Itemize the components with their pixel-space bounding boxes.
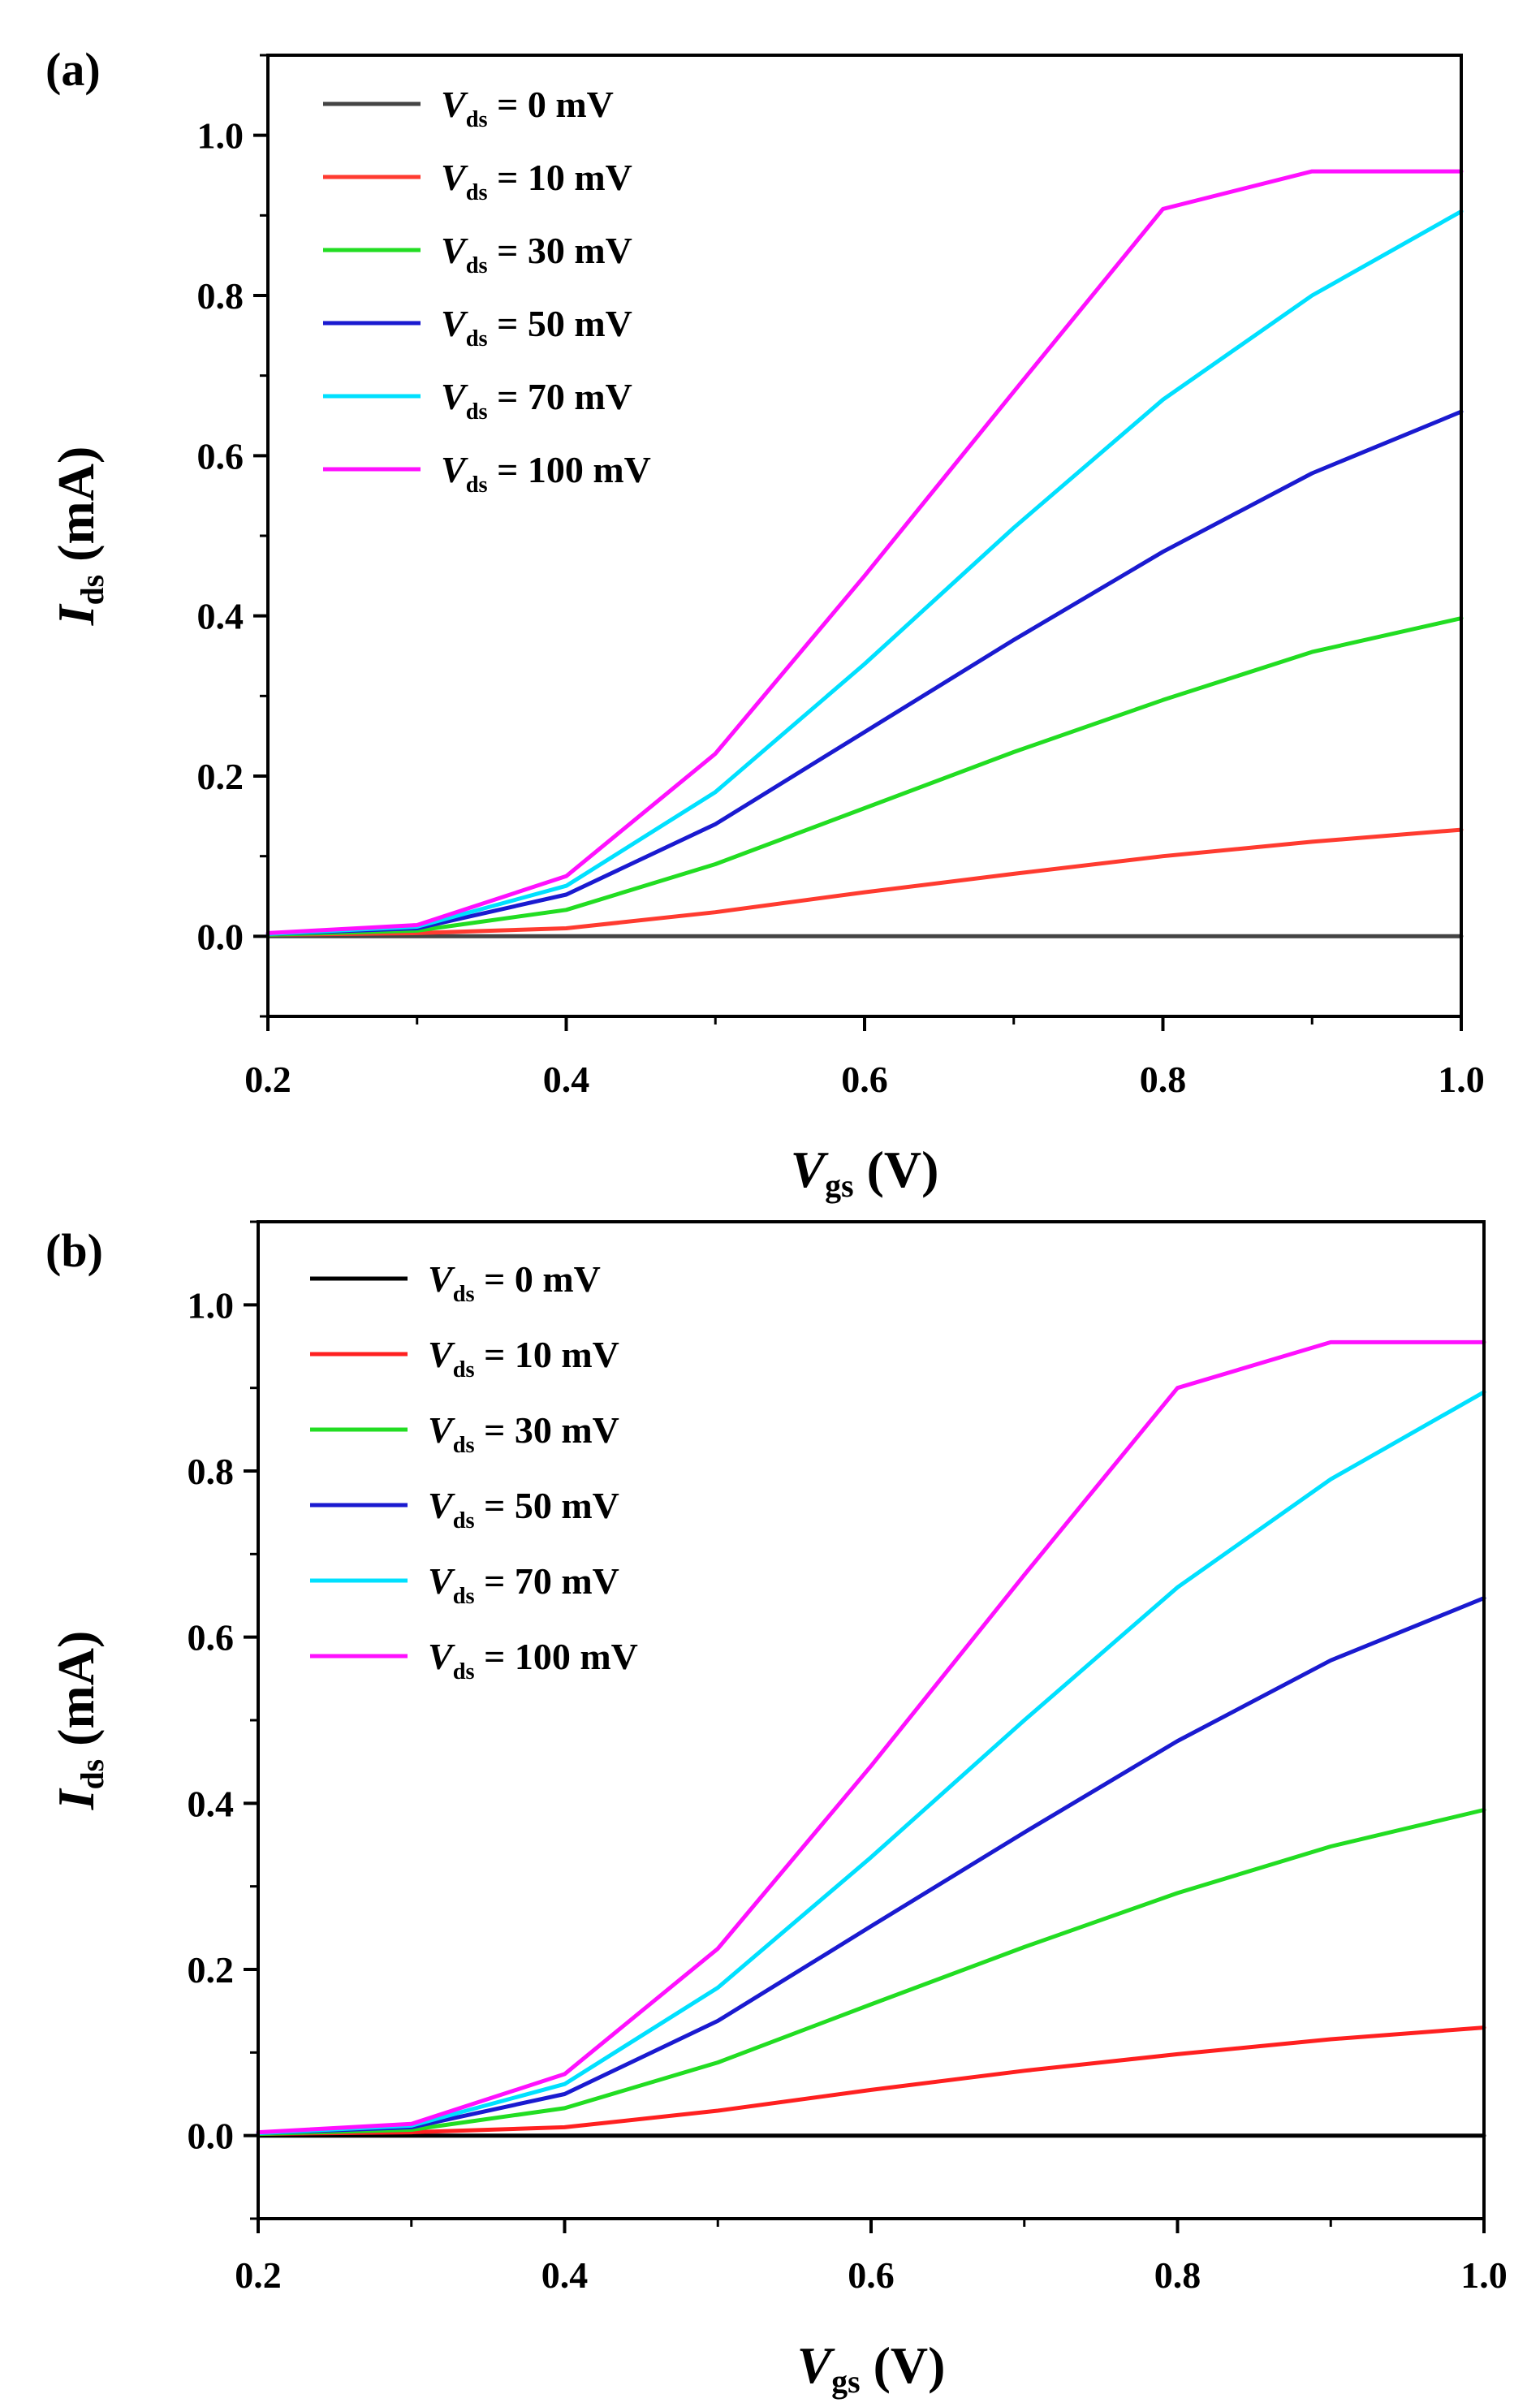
legend-entry: Vds = 100 mV: [441, 449, 651, 498]
y-tick-label: 0.4: [197, 596, 244, 637]
y-tick-label: 0.2: [188, 1949, 235, 1991]
y-tick-label: 0.8: [188, 1451, 235, 1492]
x-tick-label: 0.2: [235, 2254, 282, 2296]
y-tick-label: 1.0: [197, 115, 244, 157]
y-axis-title: Ids (mA): [47, 446, 110, 627]
y-tick-label: 0.4: [188, 1783, 235, 1824]
x-tick-label: 1.0: [1460, 2254, 1508, 2296]
legend-entry: Vds = 0 mV: [428, 1258, 601, 1307]
series-line-70-mv: [256, 1390, 1486, 2136]
x-axis-title: Vgs (V): [791, 1141, 939, 1204]
x-tick-label: 0.4: [541, 2254, 589, 2296]
legend-entry: Vds = 100 mV: [428, 1636, 638, 1684]
legend-entry: Vds = 0 mV: [441, 84, 614, 132]
legend: Vds = 0 mV Vds = 10 mV Vds = 30 mV Vds = 50…: [323, 84, 651, 498]
legend-entry: Vds = 30 mV: [441, 230, 632, 278]
series-line-100-mv: [256, 1339, 1486, 2135]
y-tick-label: 0.6: [197, 435, 244, 477]
chart-panel-b: 0.0 0.2 0.4 0.6 0.8 1.0 0.2 0.4 0.6 0.8 1.0 (b) Vgs …: [45, 1220, 1508, 2400]
y-tick-label: 1.0: [188, 1284, 235, 1326]
legend-entry: Vds = 70 mV: [441, 376, 632, 425]
legend-entry: Vds = 70 mV: [428, 1560, 619, 1609]
x-tick-label: 0.6: [848, 2254, 895, 2296]
y-axis-title: Ids (mA): [47, 1631, 110, 1811]
x-tick-label: 0.2: [244, 1059, 291, 1100]
series-line-30-mv: [265, 616, 1464, 937]
y-tick-label: 0.0: [197, 916, 244, 957]
x-tick-label: 0.6: [841, 1059, 888, 1100]
y-tick-label: 0.0: [188, 2116, 235, 2157]
plot-frame: [266, 54, 1463, 1018]
y-tick-label: 0.2: [197, 756, 244, 797]
legend-entry: Vds = 10 mV: [428, 1334, 619, 1383]
series-line-70-mv: [265, 209, 1464, 936]
y-tick-label: 0.8: [197, 275, 244, 317]
x-axis-title: Vgs (V): [797, 2336, 946, 2400]
legend-entry: Vds = 50 mV: [428, 1485, 619, 1533]
legend-entry: Vds = 50 mV: [441, 303, 632, 352]
series-line-50-mv: [256, 1596, 1486, 2136]
series-line-50-mv: [265, 409, 1464, 936]
y-tick-label: 0.6: [188, 1617, 235, 1659]
series-line-100-mv: [265, 169, 1464, 935]
series-line-10-mv: [256, 2025, 1486, 2137]
series-line-30-mv: [256, 1808, 1486, 2137]
x-tick-label: 0.4: [543, 1059, 590, 1100]
chart-panel-a: 0.0 0.2 0.4 0.6 0.8 1.0 0.2 0.4 0.6 0.8 1.0 (a) Vgs …: [45, 43, 1485, 1204]
x-tick-label: 1.0: [1438, 1059, 1485, 1100]
x-tick-label: 0.8: [1154, 2254, 1201, 2296]
legend: Vds = 0 mV Vds = 10 mV Vds = 30 mV Vds = 50…: [310, 1258, 638, 1684]
panel-label: (a): [45, 43, 101, 96]
x-tick-label: 0.8: [1140, 1059, 1187, 1100]
legend-entry: Vds = 10 mV: [441, 157, 632, 205]
panel-label: (b): [45, 1224, 103, 1277]
series-line-10-mv: [265, 827, 1464, 937]
legend-entry: Vds = 30 mV: [428, 1409, 619, 1458]
